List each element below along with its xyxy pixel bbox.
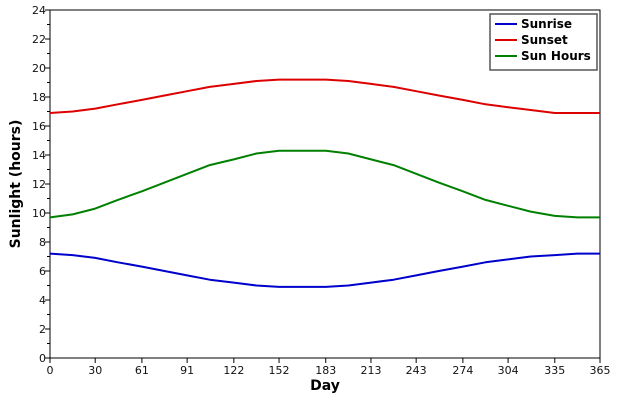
y-tick-label: 18 — [32, 91, 46, 104]
x-tick-label: 0 — [47, 364, 54, 377]
y-axis-title: Sunlight (hours) — [8, 120, 24, 249]
ticks-layer: 0 30 61 91 122 152 183 213 243 274 304 335 365024681… — [32, 4, 611, 377]
x-tick-label: 122 — [223, 364, 244, 377]
y-tick-label: 22 — [32, 33, 46, 46]
x-tick-label: 61 — [135, 364, 149, 377]
y-tick-label: 4 — [39, 294, 46, 307]
y-tick-label: 20 — [32, 62, 46, 75]
y-tick-label: 16 — [32, 120, 46, 133]
y-tick-label: 14 — [32, 149, 46, 162]
series-line-sunset — [49, 78, 600, 114]
x-tick-label: 30 — [88, 364, 102, 377]
x-tick-label: 91 — [180, 364, 194, 377]
x-tick-label: 213 — [360, 364, 381, 377]
x-tick-label: 365 — [590, 364, 611, 377]
y-tick-label: 10 — [32, 207, 46, 220]
y-tick-label: 0 — [39, 352, 46, 365]
legend: Sunrise Sunset Sun Hours — [489, 13, 598, 71]
x-tick-label: 243 — [406, 364, 427, 377]
x-tick-label: 274 — [452, 364, 473, 377]
legend-label-sunrise: Sunrise — [521, 17, 572, 31]
x-tick-label: 183 — [315, 364, 336, 377]
y-tick-label: 6 — [39, 265, 46, 278]
legend-label-sun-hours: Sun Hours — [521, 49, 591, 63]
series-line-sunrise — [49, 252, 600, 288]
x-tick-label: 152 — [269, 364, 290, 377]
x-tick-label: 304 — [498, 364, 519, 377]
y-tick-label: 8 — [39, 236, 46, 249]
legend-label-sunset: Sunset — [521, 33, 568, 47]
y-tick-label: 24 — [32, 4, 46, 17]
x-tick-label: 335 — [544, 364, 565, 377]
y-tick-label: 2 — [39, 323, 46, 336]
x-axis-title: Day — [310, 378, 340, 394]
series-line-sun-hours — [49, 149, 600, 219]
series-layer — [49, 78, 600, 288]
y-tick-label: 12 — [32, 178, 46, 191]
